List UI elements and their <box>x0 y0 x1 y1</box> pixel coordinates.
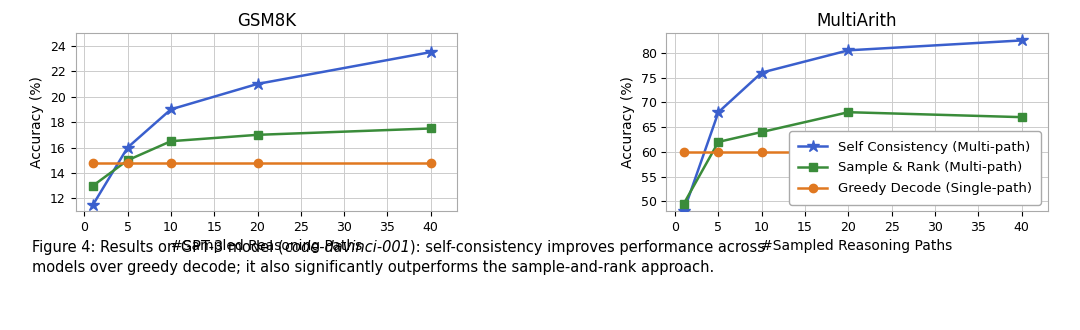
Y-axis label: Accuracy (%): Accuracy (%) <box>30 76 44 168</box>
Sample & Rank (Multi-path) <box>712 140 725 144</box>
Sample & Rank (Multi-path) <box>251 133 264 137</box>
Line: Sample & Rank (Multi-path): Sample & Rank (Multi-path) <box>679 108 1026 208</box>
Line: Greedy Decode (Single-path): Greedy Decode (Single-path) <box>89 159 435 167</box>
Sample & Rank (Multi-path) <box>677 202 690 206</box>
Sample & Rank (Multi-path) <box>121 158 134 162</box>
Sample & Rank (Multi-path) <box>86 184 99 188</box>
Greedy Decode (Single-path) <box>677 150 690 154</box>
Greedy Decode (Single-path) <box>86 161 99 165</box>
Greedy Decode (Single-path) <box>424 161 437 165</box>
Greedy Decode (Single-path) <box>1015 150 1028 154</box>
Self Consistency (Multi-path) <box>424 50 437 54</box>
Greedy Decode (Single-path) <box>842 150 855 154</box>
Greedy Decode (Single-path) <box>164 161 177 165</box>
Self Consistency (Multi-path) <box>677 209 690 213</box>
Greedy Decode (Single-path) <box>251 161 264 165</box>
Text: models over greedy decode; it also significantly outperforms the sample-and-rank: models over greedy decode; it also signi… <box>32 260 715 275</box>
Sample & Rank (Multi-path) <box>164 139 177 143</box>
Greedy Decode (Single-path) <box>712 150 725 154</box>
Text: code-davinci-001: code-davinci-001 <box>284 240 410 255</box>
Self Consistency (Multi-path) <box>86 203 99 207</box>
Y-axis label: Accuracy (%): Accuracy (%) <box>621 76 635 168</box>
Title: GSM8K: GSM8K <box>237 12 296 30</box>
Self Consistency (Multi-path) <box>712 110 725 114</box>
Self Consistency (Multi-path) <box>842 48 855 52</box>
Self Consistency (Multi-path) <box>164 107 177 111</box>
Text: ): self-consistency improves performance across: ): self-consistency improves performance… <box>410 240 765 255</box>
Self Consistency (Multi-path) <box>1015 39 1028 43</box>
X-axis label: #Sampled Reasoning Paths: #Sampled Reasoning Paths <box>761 240 953 253</box>
Self Consistency (Multi-path) <box>251 82 264 86</box>
Line: Greedy Decode (Single-path): Greedy Decode (Single-path) <box>679 148 1026 156</box>
Line: Self Consistency (Multi-path): Self Consistency (Multi-path) <box>677 34 1028 217</box>
Line: Self Consistency (Multi-path): Self Consistency (Multi-path) <box>86 46 437 211</box>
Self Consistency (Multi-path) <box>755 71 768 75</box>
Sample & Rank (Multi-path) <box>424 126 437 130</box>
X-axis label: #Sampled Reasoning Paths: #Sampled Reasoning Paths <box>171 240 362 253</box>
Title: MultiArith: MultiArith <box>816 12 897 30</box>
Sample & Rank (Multi-path) <box>1015 115 1028 119</box>
Sample & Rank (Multi-path) <box>755 130 768 134</box>
Sample & Rank (Multi-path) <box>842 110 855 114</box>
Greedy Decode (Single-path) <box>755 150 768 154</box>
Greedy Decode (Single-path) <box>121 161 134 165</box>
Line: Sample & Rank (Multi-path): Sample & Rank (Multi-path) <box>89 124 435 190</box>
Legend: Self Consistency (Multi-path), Sample & Rank (Multi-path), Greedy Decode (Single: Self Consistency (Multi-path), Sample & … <box>789 131 1041 205</box>
Self Consistency (Multi-path) <box>121 146 134 149</box>
Text: Figure 4: Results on GPT-3 model (: Figure 4: Results on GPT-3 model ( <box>32 240 284 255</box>
